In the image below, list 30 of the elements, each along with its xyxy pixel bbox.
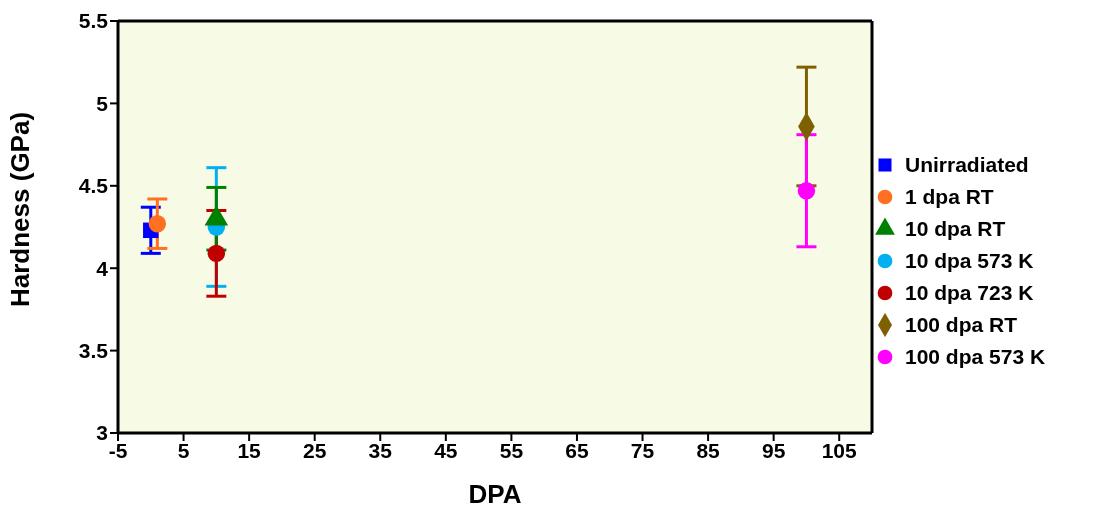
point — [797, 182, 816, 200]
x-tick-label: 15 — [237, 438, 262, 462]
x-tick-label: 75 — [630, 438, 655, 462]
y-tick-label: 5.5 — [78, 9, 109, 33]
legend-label: 1 dpa RT — [905, 184, 994, 209]
y-tick-label: 3 — [96, 421, 108, 445]
y-tick-label: 4.5 — [78, 174, 109, 198]
y-tick-label: 4 — [96, 256, 109, 280]
x-tick-label: 105 — [821, 438, 858, 462]
y-tick-label: 3.5 — [78, 339, 109, 363]
legend-label: 10 dpa RT — [905, 216, 1006, 241]
x-tick-label: 55 — [499, 438, 524, 462]
legend-label: 100 dpa RT — [905, 312, 1018, 337]
x-tick-label: -5 — [108, 438, 128, 462]
y-tick-label: 5 — [96, 91, 109, 115]
x-tick-label: 35 — [368, 438, 393, 462]
legend-label: 100 dpa 573 K — [905, 344, 1046, 369]
point — [148, 214, 167, 233]
y-axis-title: Hardness (GPa) — [5, 111, 36, 307]
x-tick-label: 65 — [565, 438, 589, 462]
legend-label: Unirradiated — [905, 152, 1029, 177]
point — [207, 244, 226, 263]
x-tick-label: 5 — [177, 438, 190, 462]
x-tick-label: 25 — [303, 438, 327, 462]
legend-label: 10 dpa 573 K — [905, 248, 1034, 273]
x-tick-label: 85 — [696, 438, 721, 462]
x-tick-label: 45 — [434, 438, 458, 462]
legend-label: 10 dpa 723 K — [905, 280, 1034, 305]
x-tick-label: 95 — [761, 438, 786, 462]
x-axis-title: DPA — [468, 479, 522, 509]
